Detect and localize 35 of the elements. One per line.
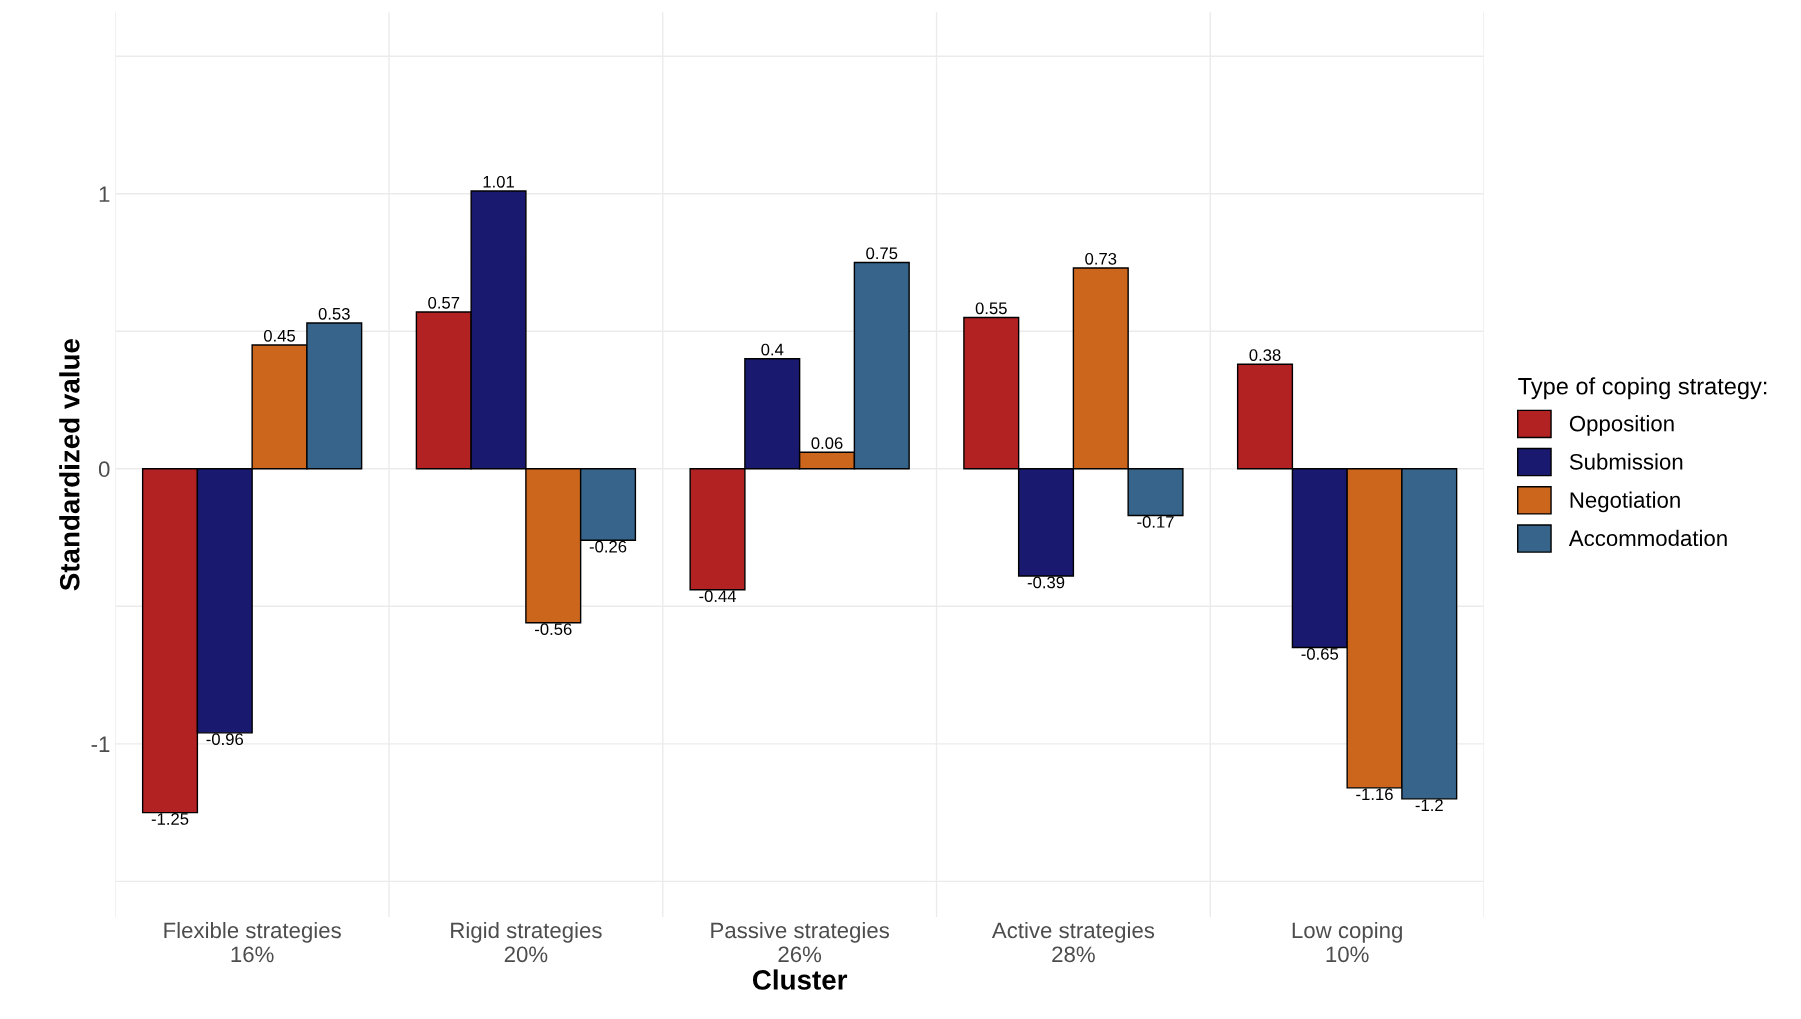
- data-label: -1.16: [1356, 788, 1393, 801]
- x-axis-title: Cluster: [752, 969, 848, 990]
- data-label: 1.01: [483, 175, 514, 188]
- y-tick-label: 0: [98, 461, 110, 478]
- legend-label: Accommodation: [1568, 529, 1727, 547]
- y-tick-label: -1: [91, 736, 110, 752]
- data-label: -0.44: [699, 590, 737, 603]
- x-tick-label: Active strategies 28%: [991, 921, 1155, 963]
- data-label: 0.57: [428, 296, 460, 309]
- data-label: -0.96: [206, 733, 244, 746]
- x-tick-label: Rigid strategies 20%: [451, 921, 602, 963]
- data-label: -0.56: [535, 623, 572, 636]
- x-tick-label: Passive strategies 26%: [711, 921, 890, 963]
- legend-label: Submission: [1569, 453, 1683, 470]
- data-label: 0.4: [761, 343, 784, 356]
- data-label: -1.25: [151, 813, 189, 825]
- legend-title: Type of coping strategy:: [1518, 377, 1767, 400]
- data-label: -0.26: [589, 540, 627, 553]
- legend-label: Negotiation: [1570, 491, 1680, 513]
- data-label: -0.39: [1027, 576, 1065, 589]
- data-label: 0.06: [811, 437, 843, 449]
- y-axis-title: Standardized value: [59, 339, 80, 591]
- data-label: 0.53: [318, 307, 350, 320]
- data-label: 0.38: [1249, 349, 1281, 361]
- data-label: 0.75: [866, 247, 898, 260]
- data-label: 0.55: [975, 302, 1007, 315]
- legend-label: Opposition: [1569, 415, 1674, 436]
- data-label: -0.65: [1301, 648, 1339, 660]
- data-label: -0.17: [1137, 515, 1174, 528]
- y-tick-label: 1: [99, 186, 110, 202]
- x-tick-label: Low coping 10%: [1292, 921, 1402, 963]
- data-label: -1.2: [1415, 799, 1443, 811]
- data-label: 0.45: [263, 329, 296, 342]
- x-tick-label: Flexible strategies 16%: [164, 921, 341, 963]
- data-label: 0.73: [1085, 252, 1117, 265]
